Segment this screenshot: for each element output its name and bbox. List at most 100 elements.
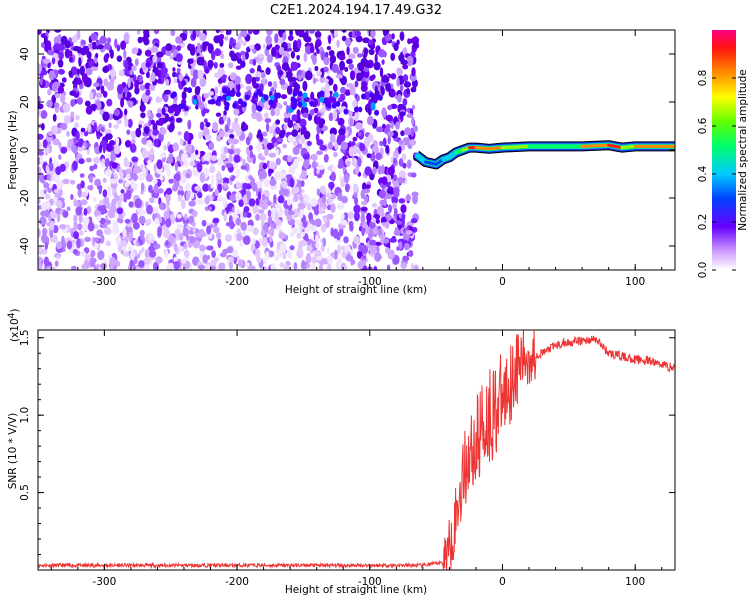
spectrogram-noise-cell	[258, 191, 262, 201]
spectrogram-noise-cell	[38, 261, 42, 270]
spectrogram-noise-cell	[185, 173, 191, 179]
spectrogram-noise-cell	[109, 77, 115, 86]
spectrogram-noise-cell	[199, 244, 206, 252]
spectrogram-noise-cell	[128, 245, 133, 252]
spectrogram-noise-cell	[251, 76, 257, 84]
spectrogram-noise-cell	[182, 216, 189, 225]
spectrogram-noise-cell	[214, 86, 219, 95]
spectrogram-noise-cell	[269, 227, 275, 237]
spectrogram-noise-cell	[202, 43, 206, 52]
spectrogram-noise-cell	[376, 254, 382, 261]
spectrogram-noise-cell	[173, 260, 180, 270]
spectrogram-noise-cell	[263, 179, 271, 188]
spectrogram-noise-streak	[269, 94, 275, 101]
spectrogram-noise-cell	[278, 232, 286, 240]
spectrogram-noise-cell	[40, 69, 48, 76]
colorbar-label: Normalized spectral amplitude	[737, 69, 749, 230]
spectrogram-noise-cell	[110, 151, 117, 162]
spectrogram-noise-cell	[202, 254, 208, 264]
spectrogram-noise-cell	[339, 60, 346, 71]
spectrogram-noise-cell	[129, 170, 136, 179]
spectrogram-noise-cell	[292, 208, 299, 219]
spectrogram-noise-cell	[361, 200, 368, 206]
spectrogram-noise-streak	[210, 98, 216, 105]
spectrogram-noise-cell	[404, 127, 412, 136]
spectrogram-noise-cell	[268, 168, 274, 174]
spectrogram-noise-cell	[340, 141, 348, 150]
spectrogram-noise-cell	[289, 245, 295, 251]
spectrogram-noise-cell	[199, 77, 207, 88]
spectrogram-noise-cell	[406, 55, 414, 67]
spectrogram-noise-cell	[120, 97, 125, 108]
spectrogram-noise-cell	[287, 134, 295, 143]
spectrogram-noise-cell	[338, 128, 346, 136]
spectrogram-noise-cell	[268, 161, 276, 170]
spectrogram-noise-cell	[346, 160, 351, 167]
spectrogram-noise-streak	[343, 108, 349, 115]
spectrogram-noise-cell	[379, 199, 387, 206]
spectrogram-noise-cell	[393, 229, 401, 236]
spectrogram-noise-cell	[54, 93, 61, 99]
spectrogram-noise-streak	[222, 94, 228, 101]
spectrogram-noise-cell	[363, 47, 368, 58]
spectrogram-noise-cell	[300, 261, 307, 270]
spectrogram-noise-cell	[142, 258, 151, 265]
spectrogram-noise-cell	[140, 182, 145, 192]
spectrogram-noise-cell	[296, 38, 302, 49]
spectrogram-noise-cell	[260, 229, 266, 237]
spectrogram-noise-cell	[215, 30, 220, 34]
spectrogram-noise-streak	[309, 100, 315, 107]
spectrogram-noise-cell	[130, 130, 137, 140]
spectrogram-noise-cell	[39, 76, 43, 86]
spectrogram-noise-streak	[370, 102, 376, 109]
spectrogram-noise-cell	[366, 115, 374, 126]
spectrogram-noise-cell	[149, 197, 155, 203]
spectrogram-noise-cell	[386, 174, 392, 183]
spectrogram-noise-cell	[212, 217, 220, 224]
spectrogram-noise-cell	[87, 123, 92, 133]
spectrogram-noise-cell	[293, 192, 299, 203]
spectrogram-noise-cell	[252, 58, 257, 66]
spectrogram-noise-cell	[229, 220, 235, 230]
spectrogram-noise-cell	[126, 172, 131, 180]
spectrogram-noise-cell	[266, 122, 270, 133]
spectrogram-noise-cell	[211, 250, 217, 259]
spectrogram-noise-cell	[62, 178, 70, 185]
spectrogram-noise-cell	[163, 210, 170, 220]
spectrogram-noise-cell	[334, 141, 338, 150]
spectrogram-noise-cell	[69, 90, 77, 96]
spectrogram-noise-cell	[108, 113, 114, 121]
spectrogram-noise-cell	[145, 174, 153, 183]
spectrogram-noise-cell	[326, 45, 332, 51]
spectrogram-noise-cell	[337, 257, 342, 265]
spectrogram-noise-cell	[291, 227, 299, 234]
spectrogram-noise-cell	[144, 249, 149, 259]
spectrogram-noise-cell	[211, 50, 216, 61]
snr-y-tick-label: 1.0	[19, 407, 31, 424]
spectrogram-noise-cell	[132, 221, 140, 230]
spectrogram-noise-cell	[243, 235, 251, 246]
spectrogram-noise-cell	[219, 252, 227, 258]
spectrogram-noise-cell	[111, 162, 118, 169]
spectrogram-noise-cell	[230, 176, 235, 182]
spectrogram-noise-cell	[251, 103, 257, 114]
spectrogram-noise-streak	[302, 92, 308, 99]
spectrogram-noise-cell	[109, 49, 114, 59]
spectrogram-noise-streak	[244, 94, 250, 101]
spectrogram-noise-cell	[138, 260, 145, 268]
spectrogram-noise-cell	[328, 112, 334, 122]
spectrogram-noise-cell	[347, 211, 354, 220]
spectrogram-noise-cell	[175, 36, 183, 44]
spectrogram-noise-cell	[85, 67, 93, 76]
spectrogram-noise-cell	[406, 159, 412, 169]
spectrogram-noise-cell	[412, 104, 416, 110]
spectrogram-noise-cell	[58, 51, 64, 60]
spectrogram-noise-cell	[386, 130, 394, 137]
colorbar-tick-label: 0.0	[697, 262, 709, 279]
spectrogram-noise-cell	[344, 183, 350, 193]
spectrogram-noise-streak	[297, 90, 303, 97]
spectrogram-noise-cell	[333, 83, 338, 93]
spectrogram-noise-cell	[269, 184, 278, 190]
spectrogram-noise-cell	[373, 266, 378, 270]
spectrogram-noise-cell	[315, 39, 322, 48]
